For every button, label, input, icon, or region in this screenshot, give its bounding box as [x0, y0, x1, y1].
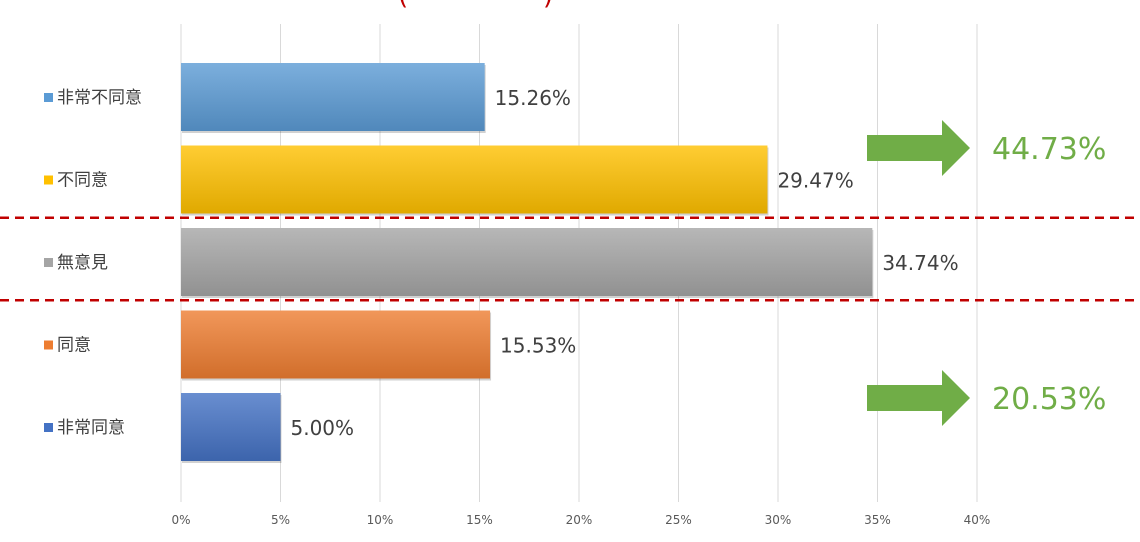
x-tick-label: 10%	[367, 513, 394, 527]
value-label: 15.53%	[500, 334, 576, 358]
category-marker	[44, 423, 53, 432]
category-marker	[44, 93, 53, 102]
category-label: 非常不同意	[57, 88, 142, 108]
value-label: 34.74%	[882, 251, 958, 275]
bar	[181, 63, 485, 131]
chart-title-fragment: ()	[398, 0, 553, 11]
bar	[181, 393, 281, 461]
category-marker	[44, 340, 53, 350]
summary-annotations: 44.73% 20.53%	[867, 120, 1106, 426]
title-paren: )	[543, 0, 553, 11]
x-tick-label: 20%	[566, 513, 593, 527]
arrow-right-icon	[867, 370, 970, 426]
category-label: 非常同意	[57, 418, 125, 438]
value-label: 29.47%	[777, 169, 853, 193]
x-axis-ticks: 0% 5% 10% 15% 20% 25% 30% 35% 40%	[171, 513, 990, 527]
category-marker	[44, 258, 53, 267]
arrow-right-icon	[867, 120, 970, 176]
x-tick-label: 5%	[271, 513, 290, 527]
bars: 非常不同意 15.26% 不同意 29.47% 無意見 34.74% 同意 15.53% 非常同…	[44, 63, 959, 463]
bar	[181, 310, 491, 379]
bar	[181, 228, 873, 296]
value-label: 15.26%	[495, 86, 571, 110]
x-tick-label: 15%	[466, 513, 493, 527]
value-label: 5.00%	[291, 416, 355, 440]
x-tick-label: 30%	[765, 513, 792, 527]
group-dividers	[0, 216, 1140, 302]
summary-label: 20.53%	[992, 382, 1106, 417]
title-paren: (	[398, 0, 408, 11]
x-tick-label: 40%	[964, 513, 991, 527]
category-label: 不同意	[57, 171, 108, 191]
category-label: 同意	[57, 336, 91, 356]
category-marker	[44, 175, 53, 185]
summary-label: 44.73%	[992, 132, 1106, 167]
x-tick-label: 0%	[171, 513, 190, 527]
x-tick-label: 35%	[864, 513, 891, 527]
bar	[181, 145, 768, 214]
category-label: 無意見	[57, 253, 108, 273]
x-tick-label: 25%	[665, 513, 692, 527]
